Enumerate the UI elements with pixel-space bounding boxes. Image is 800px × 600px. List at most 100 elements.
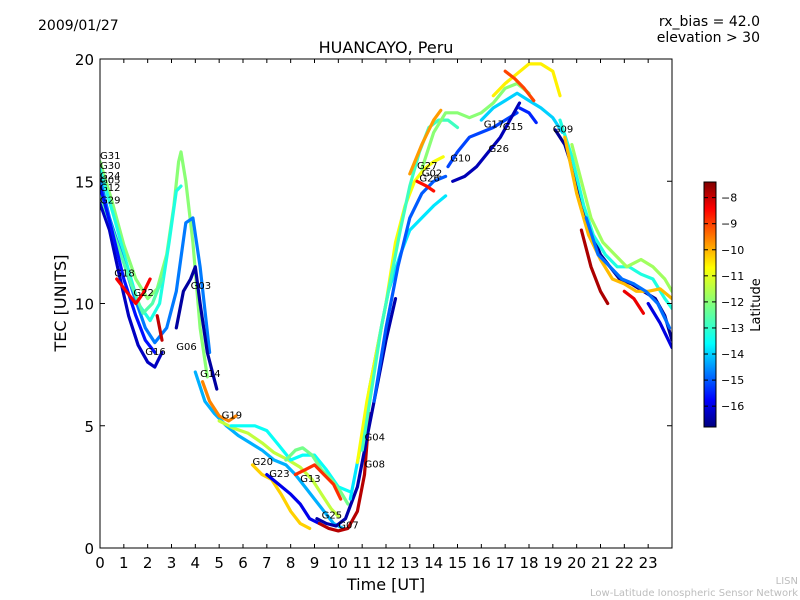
track-31 [517,106,538,125]
x-tick-label: 16 [472,554,491,572]
track-16 [293,463,343,501]
track-6 [115,277,152,306]
satellite-label-g25: G25 [322,511,342,522]
track-8 [155,314,164,342]
satellite-label-g05: G05 [100,176,120,187]
x-axis-ticks: 0 1 2 3 4 5 6 7 8 9 10 11 12 13 14 15 16 17 18 19 20 21 22 23 [95,59,658,572]
satellite-label-g22: G22 [133,288,153,299]
x-tick-label: 12 [376,554,395,572]
x-tick-label: 0 [95,554,105,572]
satellite-label-g10: G10 [450,154,470,165]
satellite-label-g08: G08 [365,459,385,470]
satellite-label-g17: G17 [484,120,504,131]
x-tick-label: 4 [191,554,201,572]
elevation-label: elevation > 30 [656,30,760,46]
satellite-label-g19: G19 [222,410,242,421]
colorbar-label: Latitude [749,278,764,332]
x-tick-label: 11 [353,554,372,572]
satellite-label-g09: G09 [553,124,573,135]
x-tick-label: 20 [567,554,586,572]
satellite-label-g03: G03 [191,281,211,292]
x-tick-label: 15 [448,554,467,572]
satellite-label-g26: G26 [489,144,509,155]
x-tick-label: 8 [286,554,296,572]
track-1 [100,167,183,323]
colorbar-tick-label: −15 [721,374,744,387]
x-tick-label: 1 [119,554,129,572]
track-22 [372,174,448,403]
satellite-label-g04: G04 [365,432,385,443]
colorbar-tick-label: −8 [721,192,737,205]
track-33 [558,118,672,310]
colorbar-tick-label: −13 [721,322,744,335]
satellite-label-g12: G12 [100,183,120,194]
x-tick-label: 14 [424,554,443,572]
data-tracks [100,62,672,533]
satellite-label-g07: G07 [338,520,358,531]
colorbar-tick-label: −14 [721,348,744,361]
x-axis-label: Time [UT] [346,575,425,594]
colorbar-tick-label: −11 [721,270,744,283]
y-axis-ticks: 0 5 10 15 20 [75,51,672,558]
x-tick-label: 6 [238,554,248,572]
track-35 [579,228,610,306]
track-12 [229,424,352,494]
y-tick-label: 5 [84,418,94,436]
x-tick-label: 7 [262,554,272,572]
track-29 [491,62,562,98]
x-tick-label: 19 [543,554,562,572]
x-tick-label: 23 [639,554,658,572]
x-tick-label: 18 [519,554,538,572]
credit-network: Low-Latitude Ionospheric Sensor Network [590,588,798,599]
x-tick-label: 5 [214,554,224,572]
track-28 [479,91,565,134]
track-36 [570,143,672,293]
track-10 [200,380,238,423]
track-39 [646,301,672,350]
track-15 [284,446,350,506]
x-tick-label: 9 [310,554,320,572]
satellite-label-g02: G02 [422,168,442,179]
track-13 [250,463,312,531]
track-30 [503,69,536,103]
satellite-label-g27: G27 [417,161,437,172]
track-11 [217,419,340,518]
x-tick-label: 10 [329,554,348,572]
satellite-label-g31: G31 [100,151,120,162]
y-axis-label: TEC [UNITS] [51,255,70,353]
colorbar-tick-label: −10 [721,244,744,257]
colorbar-tick-label: −9 [721,218,737,231]
x-tick-label: 22 [615,554,634,572]
rx-bias-label: rx_bias = 42.0 [658,14,760,30]
x-tick-label: 13 [400,554,419,572]
satellite-label-g24: G24 [100,171,120,182]
colorbar-tick-label: −12 [721,296,744,309]
track-24 [408,108,443,176]
satellite-label-g26: G26 [419,173,439,184]
track-27 [451,101,522,183]
satellite-label-g16: G16 [145,347,165,358]
track-9 [193,370,345,531]
satellite-label-g13: G13 [300,474,320,485]
y-tick-label: 15 [75,173,94,191]
track-14 [265,473,321,526]
x-tick-label: 21 [591,554,610,572]
satellite-label-g29: G29 [100,195,120,206]
date-label: 2009/01/27 [38,18,119,34]
x-tick-label: 3 [167,554,177,572]
track-34 [563,135,672,301]
track-17 [317,411,371,533]
track-38 [622,289,646,315]
x-tick-label: 2 [143,554,153,572]
satellite-label-g06: G06 [176,342,196,353]
colorbar-ticks: −16 −15 −14 −13 −12 −11 −10 −9 −8 [704,192,744,413]
satellite-label-g20: G20 [253,457,273,468]
track-37 [584,216,672,330]
y-tick-label: 20 [75,51,94,69]
satellite-label-g30: G30 [100,161,120,172]
track-25 [415,179,436,193]
track-23 [420,81,531,171]
y-tick-label: 10 [75,296,94,314]
chart-title: HUANCAYO, Peru [318,38,454,57]
